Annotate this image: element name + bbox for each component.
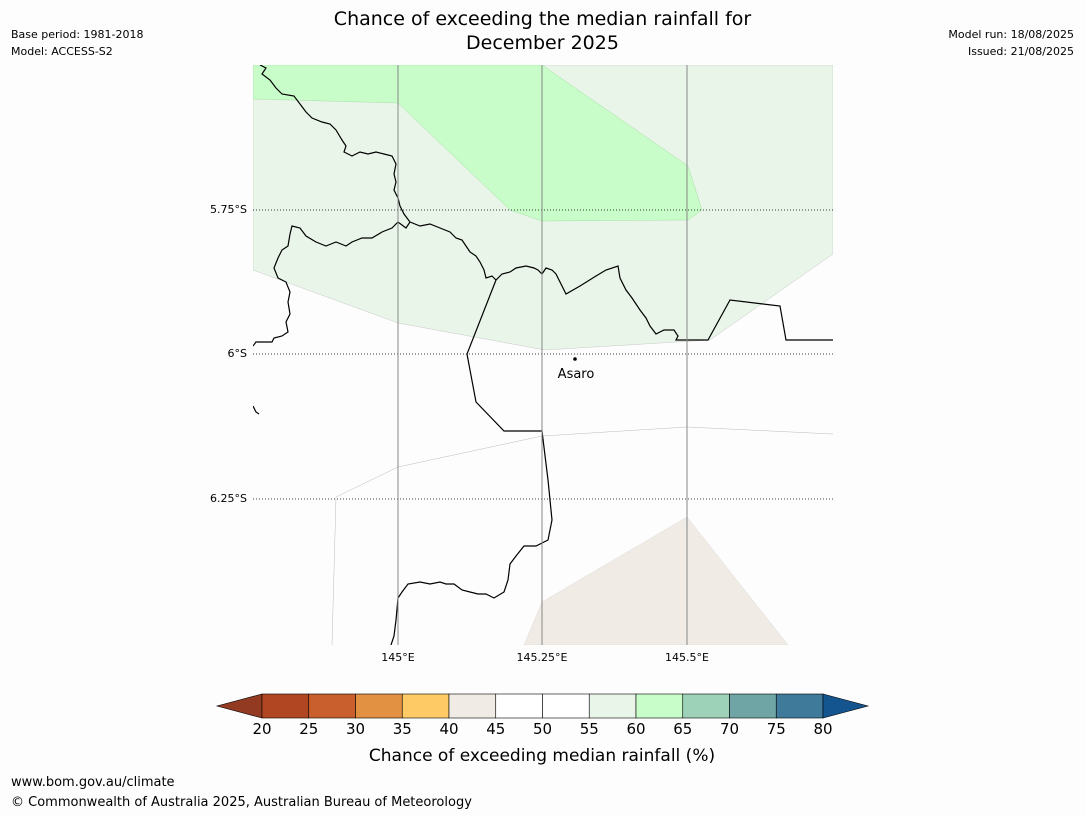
colorbar-cell (635, 693, 684, 719)
colorbar-cell (729, 693, 777, 719)
region-60-65 (253, 65, 703, 222)
colorbar-tick-label: 45 (486, 720, 505, 738)
colorbar-cell (682, 693, 730, 719)
contour-line (331, 426, 833, 645)
issued-text: Issued: 21/08/2025 (967, 45, 1074, 58)
colorbar-cell (542, 693, 590, 719)
lat-label: 6°S (228, 347, 247, 360)
colorbar-cell (495, 693, 543, 719)
colorbar-cells (215, 693, 870, 719)
colorbar-cell (401, 693, 450, 719)
lon-label: 145°E (381, 651, 414, 664)
colorbar-tick-label: 70 (720, 720, 739, 738)
colorbar-tick-label: 20 (252, 720, 271, 738)
colorbar-tick-label: 65 (673, 720, 692, 738)
colorbar-cell (261, 693, 310, 719)
lon-label: 145.5°E (665, 651, 709, 664)
colorbar-tick-label: 30 (346, 720, 365, 738)
model-name-text: Model: ACCESS-S2 (11, 45, 113, 58)
colorbar-tick-label: 75 (767, 720, 786, 738)
colorbar-cell (355, 693, 403, 719)
model-info: Base period: 1981-2018 Model: ACCESS-S2 (11, 26, 143, 60)
lon-label: 145.25°E (517, 651, 568, 664)
graticule-labels: 5.75°S 6°S 6.25°S 145°E 145.25°E 145.5°E (210, 203, 709, 664)
base-period-text: Base period: 1981-2018 (11, 28, 144, 41)
title-line-2: December 2025 (466, 32, 619, 54)
colorbar-tick-label: 55 (580, 720, 599, 738)
colorbar-ticks: 20 25 30 35 40 45 50 55 60 65 70 75 80 (252, 720, 832, 738)
coastline (253, 65, 833, 645)
footer-copyright: © Commonwealth of Australia 2025, Austra… (11, 795, 472, 810)
title-line-1: Chance of exceeding the median rainfall … (333, 8, 752, 30)
colorbar-cell (308, 693, 356, 719)
model-run-text: Model run: 18/08/2025 (948, 28, 1074, 41)
lat-label: 5.75°S (210, 203, 247, 216)
colorbar-cell (588, 693, 637, 719)
colorbar-tick-label: 80 (813, 720, 832, 738)
graticule (253, 65, 833, 645)
place-label: Asaro (558, 367, 595, 382)
run-info: Model run: 18/08/2025 Issued: 21/08/2025 (948, 26, 1074, 60)
chart-title: Chance of exceeding the median rainfall … (300, 7, 785, 55)
colorbar-tick-label: 40 (439, 720, 458, 738)
colorbar-extend-low (215, 693, 263, 719)
colorbar-tick-label: 60 (626, 720, 645, 738)
place-marker (573, 357, 577, 361)
lat-label: 6.25°S (210, 492, 247, 505)
colorbar-cell (448, 693, 497, 719)
colorbar-tick-label: 50 (533, 720, 552, 738)
colorbar-extend-high (822, 693, 870, 719)
colorbar-cell (775, 693, 824, 719)
colorbar-tick-label: 35 (393, 720, 412, 738)
colorbar-label: Chance of exceeding median rainfall (%) (369, 746, 715, 766)
footer-url: www.bom.gov.au/climate (11, 775, 175, 790)
colorbar-tick-label: 25 (299, 720, 318, 738)
